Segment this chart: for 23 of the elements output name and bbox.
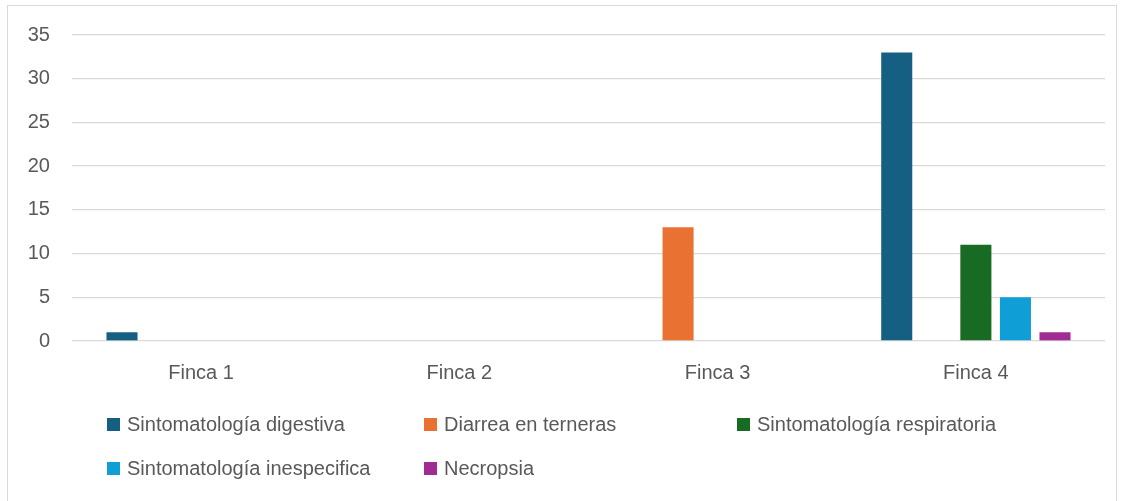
y-tick-label: 10 <box>27 241 50 264</box>
bar <box>106 332 138 341</box>
y-tick-label: 0 <box>38 328 50 351</box>
legend-label: Sintomatología digestiva <box>127 412 345 436</box>
bar <box>881 52 913 341</box>
bar <box>1039 332 1071 341</box>
y-tick-label: 25 <box>27 109 50 132</box>
y-tick-label: 5 <box>38 284 50 307</box>
bar <box>662 227 694 341</box>
y-tick-label: 30 <box>27 66 50 89</box>
y-tick-label: 35 <box>27 22 50 45</box>
y-tick-label: 15 <box>27 197 50 220</box>
x-tick-label: Finca 4 <box>943 360 1009 383</box>
legend-label: Sintomatología respiratoria <box>757 412 997 436</box>
x-tick-label: Finca 1 <box>168 360 234 383</box>
legend-label: Necropsia <box>444 456 535 480</box>
x-tick-label: Finca 3 <box>684 360 751 383</box>
x-tick-label: Finca 2 <box>426 360 493 383</box>
bar <box>999 297 1031 341</box>
legend-label: Sintomatología inespecifica <box>127 456 371 480</box>
y-tick-label: 20 <box>27 153 50 176</box>
legend-label: Diarrea en terneras <box>444 412 617 436</box>
bar <box>960 244 992 341</box>
